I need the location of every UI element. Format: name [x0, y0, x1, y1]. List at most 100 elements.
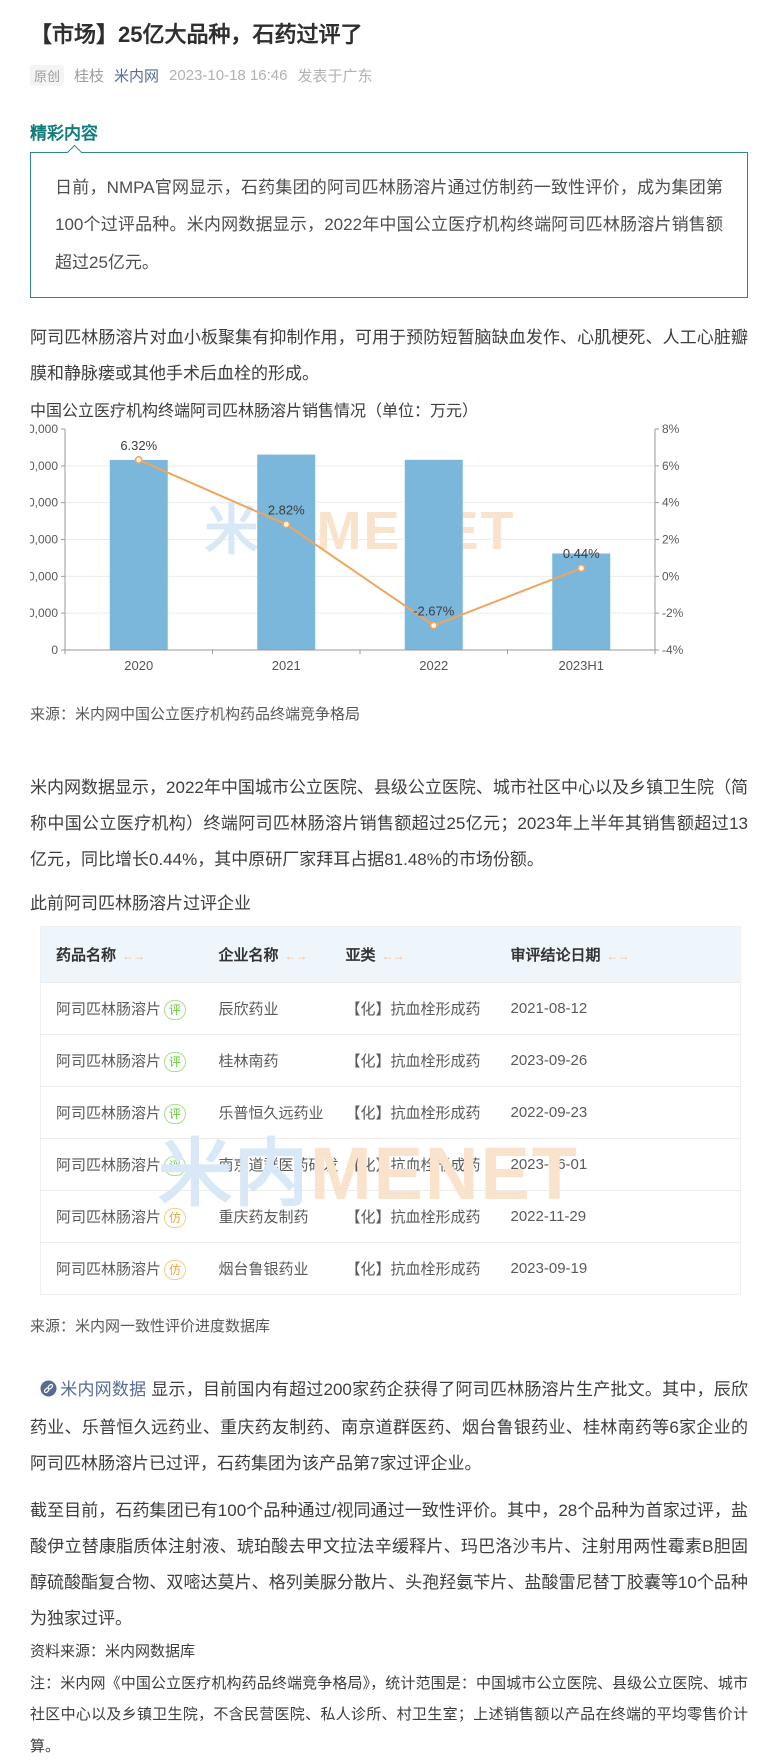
drug-name: 阿司匹林肠溶片	[56, 1208, 162, 1226]
svg-text:8%: 8%	[662, 422, 680, 436]
sort-arrows-icon[interactable]: ←→	[122, 949, 145, 964]
review-status-badge: 评	[164, 1155, 187, 1176]
review-status-badge: 评	[164, 1051, 187, 1072]
review-date: 2022-11-29	[510, 1190, 741, 1243]
publish-location: 发表于广东	[297, 67, 373, 85]
table-row: 阿司匹林肠溶片仿 烟台鲁银药业 【化】抗血栓形成药 2023-09-19	[40, 1242, 741, 1295]
column-header-drug[interactable]: 药品名称 ←→	[56, 947, 145, 965]
table-row: 阿司匹林肠溶片评 南京道群医药研发 【化】抗血栓形成药 2023-06-01	[40, 1138, 741, 1191]
footer-source: 资料来源：米内网数据库	[30, 1643, 196, 1661]
company-name: 重庆药友制药	[218, 1190, 346, 1243]
svg-text:-2%: -2%	[662, 607, 684, 621]
company-name: 南京道群医药研发	[218, 1138, 346, 1191]
x-axis-label: 2021	[272, 658, 301, 673]
summary-paragraph: 截至目前，石药集团已有100个品种通过/视同通过一致性评价。其中，28个品种为首…	[30, 1501, 748, 1628]
drug-name: 阿司匹林肠溶片	[56, 1260, 162, 1278]
review-status-badge: 仿	[164, 1259, 187, 1280]
svg-text:300,000: 300,000	[30, 422, 58, 436]
approval-table: 药品名称 ←→ 企业名称 ←→ 亚类 ←→ 审评结论日期 ←→ 阿司匹林肠溶片评 辰欣药…	[40, 926, 741, 1296]
review-status-badge: 评	[164, 1103, 187, 1124]
growth-label: 6.32%	[120, 438, 157, 453]
subclass: 【化】抗血栓形成药	[345, 1086, 511, 1139]
review-date: 2022-09-23	[510, 1086, 741, 1139]
article-meta: 原创 桂枝 米内网 2023-10-18 16:46 发表于广东	[30, 64, 748, 86]
svg-text:2%: 2%	[662, 533, 680, 547]
drug-name: 阿司匹林肠溶片	[56, 1000, 162, 1018]
column-header-company[interactable]: 企业名称 ←→	[218, 947, 308, 965]
growth-point	[577, 564, 586, 573]
sort-arrows-icon[interactable]: ←→	[381, 949, 405, 964]
company-name: 辰欣药业	[218, 982, 346, 1035]
growth-point	[282, 520, 291, 529]
chart-title: 中国公立医疗机构终端阿司匹林肠溶片销售情况（单位：万元）	[30, 403, 479, 421]
svg-text:250,000: 250,000	[30, 459, 58, 473]
growth-label: -2.67%	[413, 604, 455, 619]
svg-text:6%: 6%	[662, 459, 680, 473]
sales-chart: 米内MENET050,000100,000150,000200,000250,0…	[15, 421, 748, 681]
column-header-date[interactable]: 审评结论日期 ←→	[510, 947, 630, 965]
subclass: 【化】抗血栓形成药	[345, 1190, 511, 1243]
subclass: 【化】抗血栓形成药	[345, 1138, 511, 1191]
footer-notes: 资料来源：米内网数据库 注：米内网《中国公立医疗机构药品终端竞争格局》，统计范围…	[30, 1636, 748, 1762]
highlight-box: 日前，NMPA官网显示，石药集团的阿司匹林肠溶片通过仿制药一致性评价，成为集团第…	[30, 151, 748, 298]
drug-name: 阿司匹林肠溶片	[56, 1052, 162, 1070]
subclass: 【化】抗血栓形成药	[345, 1034, 511, 1087]
approval-paragraph: 米内网数据 显示，目前国内有超过200家药企获得了阿司匹林肠溶片生产批文。其中，…	[30, 1372, 748, 1481]
company-name: 桂林南药	[218, 1034, 346, 1087]
menet-data-link[interactable]: 米内网数据	[60, 1380, 147, 1400]
sort-arrows-icon[interactable]: ←→	[284, 949, 308, 964]
svg-text:50,000: 50,000	[30, 607, 58, 621]
column-header-subclass[interactable]: 亚类 ←→	[345, 947, 405, 965]
table-row: 阿司匹林肠溶片评 桂林南药 【化】抗血栓形成药 2023-09-26	[40, 1034, 741, 1087]
svg-text:0: 0	[51, 643, 58, 657]
svg-text:100,000: 100,000	[30, 570, 58, 584]
subclass: 【化】抗血栓形成药	[345, 982, 511, 1035]
growth-point	[134, 456, 143, 465]
x-axis-label: 2020	[124, 658, 153, 673]
publish-time: 2023-10-18 16:46	[169, 66, 288, 84]
footer-note: 注：米内网《中国公立医疗机构药品终端竞争格局》，统计范围是：中国城市公立医院、县…	[30, 1674, 748, 1755]
table-header-row: 药品名称 ←→ 企业名称 ←→ 亚类 ←→ 审评结论日期 ←→	[40, 926, 741, 983]
growth-point	[429, 621, 438, 630]
chart-canvas: 米内MENET050,000100,000150,000200,000250,0…	[15, 421, 748, 681]
svg-text:150,000: 150,000	[30, 533, 58, 547]
page-title: 【市场】25亿大品种，石药过评了	[30, 22, 363, 47]
review-date: 2023-09-19	[510, 1242, 741, 1295]
sales-paragraph: 米内网数据显示，2022年中国城市公立医院、县级公立医院、城市社区中心以及乡镇卫…	[30, 778, 748, 869]
sales-bar	[109, 460, 168, 651]
highlight-heading: 精彩内容	[30, 123, 98, 143]
original-badge: 原创	[30, 64, 65, 86]
svg-text:4%: 4%	[662, 496, 680, 510]
review-date: 2023-06-01	[510, 1138, 741, 1191]
sales-chart-svg: 米内MENET050,000100,000150,000200,000250,0…	[15, 422, 684, 673]
growth-label: 0.44%	[563, 547, 600, 562]
approval-text: 显示，目前国内有超过200家药企获得了阿司匹林肠溶片生产批文。其中，辰欣药业、乐…	[30, 1380, 748, 1473]
author-name: 桂枝	[74, 67, 105, 85]
svg-text:0%: 0%	[662, 570, 680, 584]
table-row: 阿司匹林肠溶片评 乐普恒久远药业 【化】抗血栓形成药 2022-09-23	[40, 1086, 741, 1139]
review-date: 2021-08-12	[510, 982, 741, 1035]
company-name: 乐普恒久远药业	[218, 1086, 346, 1139]
subclass: 【化】抗血栓形成药	[345, 1242, 511, 1295]
review-date: 2023-09-26	[510, 1034, 741, 1087]
growth-line	[138, 459, 582, 627]
highlight-text: 日前，NMPA官网显示，石药集团的阿司匹林肠溶片通过仿制药一致性评价，成为集团第…	[55, 177, 723, 272]
drug-name: 阿司匹林肠溶片	[56, 1104, 162, 1122]
sales-bar	[404, 460, 463, 651]
table-heading: 此前阿司匹林肠溶片过评企业	[30, 894, 251, 914]
svg-text:200,000: 200,000	[30, 496, 58, 510]
link-icon	[40, 1374, 57, 1410]
intro-paragraph: 阿司匹林肠溶片对血小板聚集有抑制作用，可用于预防短暂脑缺血发作、心肌梗死、人工心…	[30, 327, 748, 383]
chart-source: 来源：米内网中国公立医疗机构药品终端竞争格局	[30, 706, 361, 724]
approval-table-wrap: 药品名称 ←→ 企业名称 ←→ 亚类 ←→ 审评结论日期 ←→ 阿司匹林肠溶片评 辰欣药…	[30, 926, 748, 1296]
growth-label: 2.82%	[268, 503, 305, 518]
sort-arrows-icon[interactable]: ←→	[606, 949, 630, 964]
table-source: 来源：米内网一致性评价进度数据库	[30, 1318, 271, 1336]
account-link[interactable]: 米内网	[114, 67, 160, 85]
svg-text:-4%: -4%	[662, 643, 684, 657]
review-status-badge: 评	[164, 999, 187, 1020]
x-axis-label: 2023H1	[558, 658, 604, 673]
table-row: 阿司匹林肠溶片仿 重庆药友制药 【化】抗血栓形成药 2022-11-29	[40, 1190, 741, 1243]
table-row: 阿司匹林肠溶片评 辰欣药业 【化】抗血栓形成药 2021-08-12	[40, 982, 741, 1035]
